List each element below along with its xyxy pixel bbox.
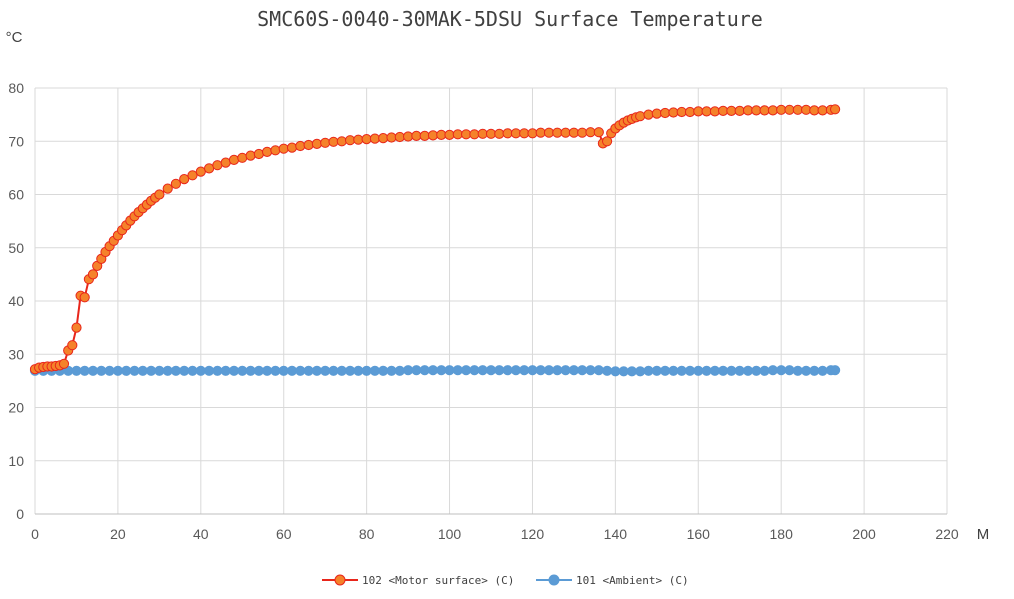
data-point xyxy=(684,106,696,118)
data-point xyxy=(253,148,264,160)
data-point xyxy=(212,160,223,171)
data-point xyxy=(295,140,306,152)
legend-label: 102 <Motor surface> (C) xyxy=(362,574,514,587)
y-tick-label: 40 xyxy=(8,293,24,309)
legend-marker xyxy=(548,574,560,586)
data-point xyxy=(494,128,505,139)
data-point xyxy=(469,129,480,140)
data-point xyxy=(369,133,380,144)
y-axis-unit-label: °C xyxy=(6,29,23,46)
y-tick-label: 0 xyxy=(16,506,24,522)
data-point xyxy=(58,358,70,369)
data-point xyxy=(602,365,613,376)
grid-lines xyxy=(34,87,948,514)
series-0 xyxy=(29,104,841,375)
x-tick-label: 20 xyxy=(110,526,126,542)
data-point xyxy=(577,127,588,138)
legend-item-1: 101 <Ambient> (C) xyxy=(536,574,689,587)
x-tick-label: 160 xyxy=(687,526,711,542)
data-point xyxy=(79,292,90,303)
series-line xyxy=(34,108,836,371)
data-point xyxy=(427,130,439,141)
data-point xyxy=(444,129,455,140)
data-point xyxy=(220,157,231,168)
data-point xyxy=(170,178,181,189)
data-point xyxy=(320,137,331,148)
data-point xyxy=(817,365,828,376)
data-point xyxy=(154,189,165,200)
legend-label: 101 <Ambient> (C) xyxy=(576,574,689,587)
data-point xyxy=(336,136,347,147)
data-point xyxy=(228,154,240,165)
x-tick-label: 220 xyxy=(935,526,959,542)
data-point xyxy=(245,150,256,161)
data-point xyxy=(635,366,646,377)
x-tick-label: 80 xyxy=(359,526,375,542)
y-tick-label: 80 xyxy=(8,80,24,96)
y-tick-label: 30 xyxy=(8,346,24,362)
legend-item-0: 102 <Motor surface> (C) xyxy=(322,574,514,587)
series-layer xyxy=(29,104,841,377)
x-tick-label: 140 xyxy=(604,526,628,542)
y-tick-labels: 0 10 20 30 40 50 60 70 80 xyxy=(8,80,24,522)
data-point xyxy=(668,107,679,118)
data-point xyxy=(403,131,414,142)
data-point xyxy=(237,152,248,163)
data-point xyxy=(328,136,339,147)
data-point xyxy=(784,365,795,376)
data-point xyxy=(643,109,654,120)
data-point xyxy=(660,107,671,119)
data-point xyxy=(386,132,397,143)
data-point xyxy=(353,134,364,145)
data-point xyxy=(734,105,745,117)
x-tick-label: 40 xyxy=(193,526,209,542)
data-point xyxy=(759,365,770,376)
data-point xyxy=(179,174,190,185)
x-tick-label: 0 xyxy=(31,526,39,542)
chart-title: SMC60S-0040-30MAK-5DSU Surface Temperatu… xyxy=(257,7,763,31)
legend-marker xyxy=(334,574,346,586)
data-point xyxy=(378,133,389,144)
x-tick-labels: 0 20 40 60 80 100 120 140 160 180 200 220 xyxy=(31,526,959,542)
data-point xyxy=(651,108,662,119)
x-axis-unit-label: M xyxy=(977,526,990,543)
data-point xyxy=(270,145,281,156)
data-point xyxy=(419,130,430,141)
data-point xyxy=(311,138,322,149)
y-tick-label: 60 xyxy=(8,187,24,203)
data-point xyxy=(817,105,828,116)
data-point xyxy=(830,365,841,376)
data-point xyxy=(830,104,841,115)
data-point xyxy=(767,105,779,116)
data-point xyxy=(278,143,289,154)
y-tick-label: 10 xyxy=(8,453,24,469)
legend: 102 <Motor surface> (C) 101 <Ambient> (C) xyxy=(322,574,689,587)
data-point xyxy=(394,365,405,376)
data-point xyxy=(593,127,604,138)
data-point xyxy=(67,340,78,351)
data-point xyxy=(602,136,613,147)
data-point xyxy=(394,131,405,143)
y-tick-label: 20 xyxy=(8,400,24,416)
x-tick-label: 100 xyxy=(438,526,462,542)
y-tick-label: 50 xyxy=(8,240,24,256)
data-point xyxy=(87,269,99,280)
data-point xyxy=(361,134,372,145)
x-tick-label: 120 xyxy=(521,526,545,542)
data-point xyxy=(162,183,173,194)
data-point xyxy=(71,322,82,333)
data-point xyxy=(187,170,198,181)
data-point xyxy=(635,111,646,122)
data-point xyxy=(303,139,314,151)
y-tick-label: 70 xyxy=(8,133,24,149)
x-tick-label: 200 xyxy=(852,526,876,542)
series-1 xyxy=(29,365,841,377)
x-tick-label: 60 xyxy=(276,526,292,542)
data-point xyxy=(262,146,273,157)
data-point xyxy=(593,365,604,376)
data-point xyxy=(286,142,298,153)
x-tick-label: 180 xyxy=(770,526,794,542)
